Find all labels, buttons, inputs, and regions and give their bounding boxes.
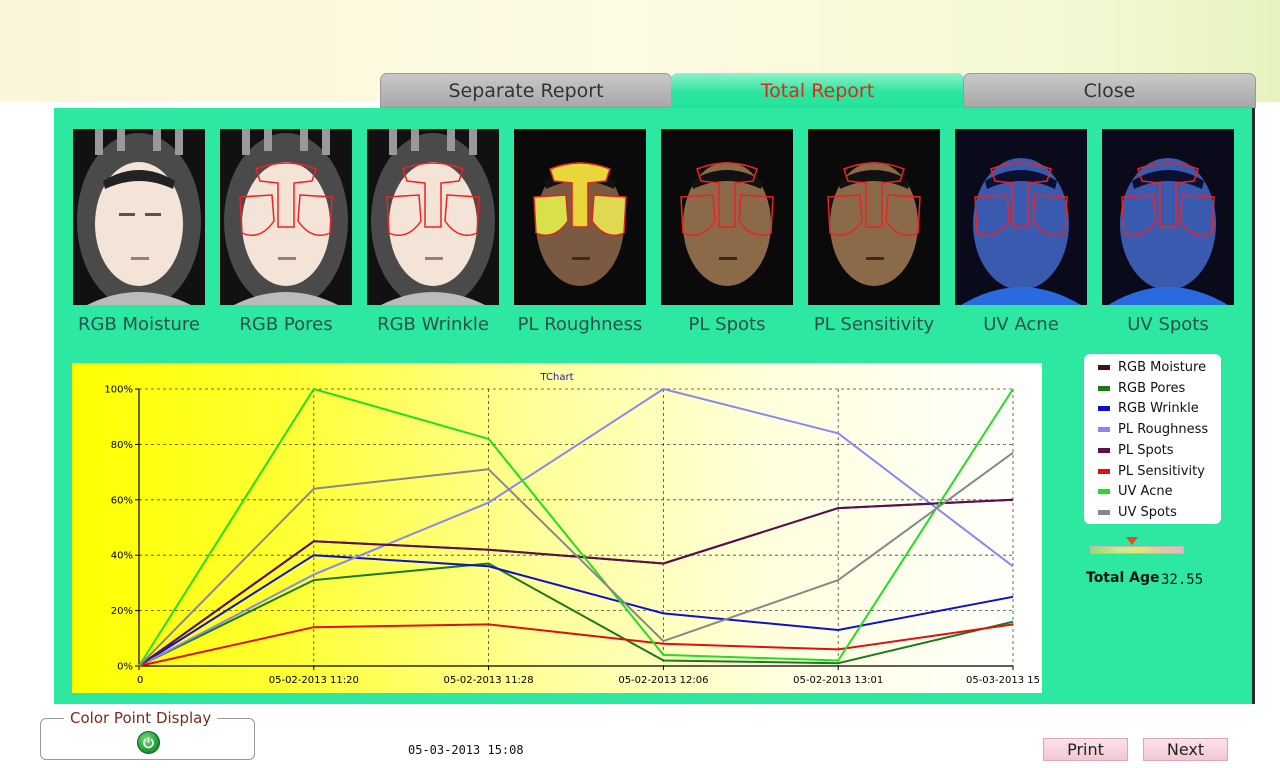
- age-gauge-marker-icon: [1126, 537, 1139, 545]
- series-line: [138, 388, 1014, 667]
- legend-swatch: [1098, 364, 1110, 370]
- power-icon: [143, 737, 154, 749]
- y-tick-label: 20%: [111, 606, 133, 617]
- thumbnail-label: UV Acne: [983, 314, 1059, 335]
- legend-label: PL Roughness: [1118, 421, 1209, 437]
- power-toggle-button[interactable]: [137, 731, 160, 754]
- thumbnail-pl-roughness[interactable]: [514, 129, 646, 305]
- legend-label: PL Sensitivity: [1118, 463, 1205, 479]
- total-age-label: Total Age: [1086, 570, 1160, 586]
- x-tick-label: 05-02-2013 11:28: [444, 675, 534, 686]
- thumbnail-label: RGB Wrinkle: [377, 314, 489, 335]
- y-tick-label: 80%: [111, 440, 133, 451]
- face-image: [367, 129, 499, 305]
- chart-svg: TChart 0% 20% 40% 60% 80% 100% 0 05-02-2013 11:2…: [104, 372, 1040, 686]
- legend-swatch: [1098, 405, 1110, 411]
- face-image: [220, 129, 352, 305]
- panel-edge: [1252, 108, 1255, 704]
- thumbnail-uv-acne[interactable]: [955, 129, 1087, 305]
- legend-item: UV Acne: [1098, 482, 1173, 500]
- x-tick-label: 05-02-2013 13:01: [793, 675, 883, 686]
- color-point-display-title: Color Point Display: [64, 709, 218, 727]
- thumbnail-pl-spots[interactable]: [661, 129, 793, 305]
- legend-swatch: [1098, 488, 1110, 494]
- series-line: [138, 623, 1014, 667]
- tab-separate-report[interactable]: Separate Report: [380, 73, 672, 108]
- thumbnail-pl-sensitivity[interactable]: [808, 129, 940, 305]
- chart-legend: RGB Moisture RGB Pores RGB Wrinkle PL Ro…: [1084, 354, 1221, 524]
- legend-swatch: [1098, 447, 1110, 453]
- legend-label: PL Spots: [1118, 442, 1174, 458]
- thumbnail-label: PL Spots: [688, 314, 766, 335]
- thumbnail-label: UV Spots: [1127, 314, 1209, 335]
- series-line: [138, 554, 1014, 667]
- legend-item: PL Roughness: [1098, 420, 1208, 438]
- trend-chart: TChart 0% 20% 40% 60% 80% 100% 0 05-02-2013 11:2…: [72, 363, 1042, 693]
- series-line: [138, 562, 1014, 667]
- legend-item: UV Spots: [1098, 503, 1177, 521]
- thumbnail-label: RGB Moisture: [78, 314, 200, 335]
- tab-close[interactable]: Close: [963, 73, 1256, 108]
- face-image: [73, 129, 205, 305]
- series-line: [138, 388, 1014, 667]
- legend-swatch: [1098, 426, 1110, 432]
- thumbnail-rgb-moisture[interactable]: [73, 129, 205, 305]
- face-image: [514, 129, 646, 305]
- legend-label: RGB Moisture: [1118, 359, 1207, 375]
- next-button[interactable]: Next: [1143, 738, 1228, 761]
- legend-label: RGB Wrinkle: [1118, 400, 1199, 416]
- timestamp: 05-03-2013 15:08: [408, 743, 524, 757]
- legend-item: PL Spots: [1098, 441, 1174, 459]
- age-gauge-bar: [1090, 546, 1184, 554]
- legend-swatch: [1098, 385, 1110, 391]
- face-image: [955, 129, 1087, 305]
- chart-title: TChart: [539, 372, 573, 383]
- y-tick-label: 60%: [111, 495, 133, 506]
- x-tick-label: 05-02-2013 11:20: [269, 675, 359, 686]
- y-tick-label: 100%: [104, 385, 133, 396]
- x-tick-label: 05-02-2013 12:06: [618, 675, 708, 686]
- x-tick-label: 05-03-2013 15: [966, 675, 1040, 686]
- x-tick-label: 0: [137, 675, 143, 686]
- legend-label: UV Acne: [1118, 483, 1173, 499]
- legend-item: RGB Pores: [1098, 379, 1185, 397]
- legend-item: PL Sensitivity: [1098, 462, 1205, 480]
- legend-swatch: [1098, 509, 1110, 515]
- series-line: [138, 451, 1014, 667]
- face-image: [1102, 129, 1234, 305]
- face-image: [661, 129, 793, 305]
- thumbnail-label: PL Sensitivity: [813, 314, 935, 335]
- tab-total-report[interactable]: Total Report: [671, 73, 964, 108]
- thumbnail-uv-spots[interactable]: [1102, 129, 1234, 305]
- legend-label: UV Spots: [1118, 504, 1177, 520]
- thumbnail-label: RGB Pores: [239, 314, 333, 335]
- thumbnail-label: PL Roughness: [517, 314, 643, 335]
- y-tick-label: 40%: [111, 551, 133, 562]
- print-button[interactable]: Print: [1043, 738, 1128, 761]
- legend-swatch: [1098, 468, 1110, 474]
- total-age-value: 32.55: [1161, 572, 1204, 588]
- legend-item: RGB Wrinkle: [1098, 399, 1199, 417]
- legend-label: RGB Pores: [1118, 380, 1186, 396]
- y-tick-label: 0%: [117, 662, 133, 673]
- thumbnail-rgb-pores[interactable]: [220, 129, 352, 305]
- legend-item: RGB Moisture: [1098, 358, 1206, 376]
- face-image: [808, 129, 940, 305]
- thumbnail-rgb-wrinkle[interactable]: [367, 129, 499, 305]
